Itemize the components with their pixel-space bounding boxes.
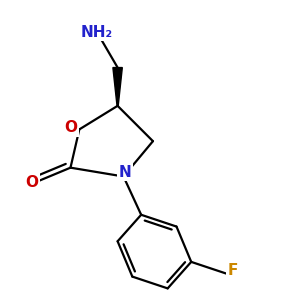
Text: NH₂: NH₂ (81, 25, 113, 40)
Text: N: N (118, 165, 131, 180)
Text: O: O (64, 120, 77, 135)
Text: O: O (26, 175, 39, 190)
Text: F: F (227, 263, 238, 278)
Polygon shape (113, 68, 122, 106)
